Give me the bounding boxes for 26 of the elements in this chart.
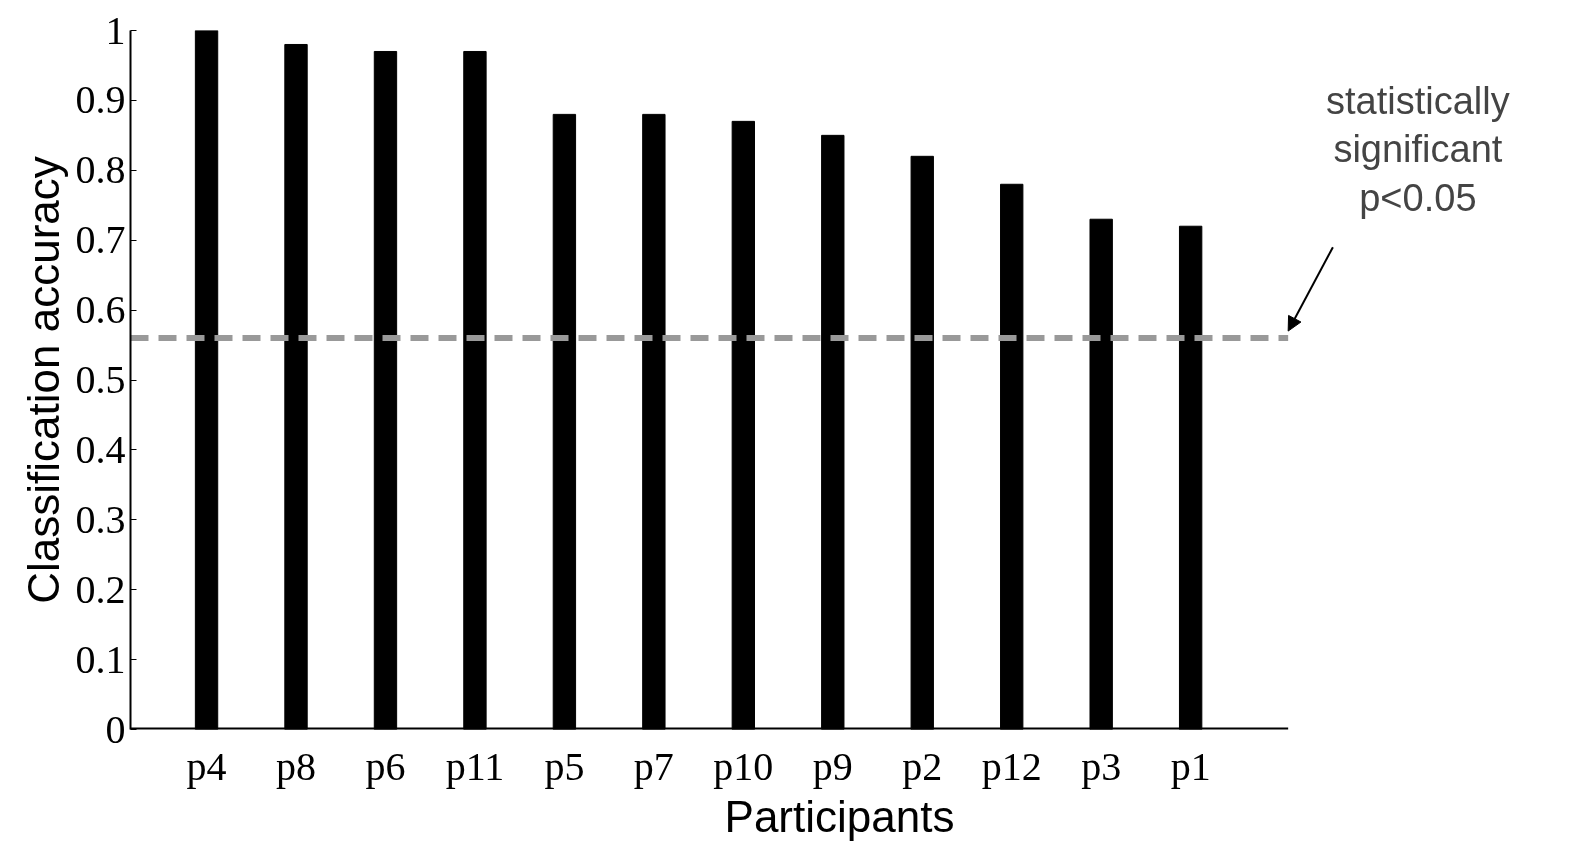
x-tick-label: p4 — [186, 743, 227, 789]
ref-line-label: statistically significant p<0.05 — [1326, 80, 1510, 219]
y-tick-label: 0.7 — [75, 217, 126, 263]
x-tick-label: p12 — [981, 743, 1042, 789]
y-tick-label: 0.9 — [75, 77, 126, 123]
x-tick-label: p11 — [445, 743, 505, 789]
y-tick-label: 0.2 — [75, 566, 126, 612]
x-tick-label: p5 — [544, 743, 585, 789]
y-tick-label: 0.3 — [75, 496, 126, 542]
x-axis-title: Participants — [724, 791, 955, 841]
y-axis-title: Classification accuracy — [18, 156, 68, 604]
y-tick-label: 0 — [105, 706, 126, 752]
x-tick-label: p2 — [902, 743, 943, 789]
x-tick-label: p8 — [276, 743, 317, 789]
x-tick-label: p6 — [365, 743, 406, 789]
y-tick-label: 0.6 — [75, 287, 126, 333]
y-tick-label: 0.1 — [75, 636, 126, 682]
x-tick-label: p10 — [713, 743, 774, 789]
y-tick-label: 0.8 — [75, 147, 126, 193]
x-tick-label: p7 — [633, 743, 674, 789]
y-tick-label: 0.5 — [75, 357, 126, 402]
x-tick-label: p3 — [1081, 743, 1122, 789]
y-tick-label: 1 — [105, 7, 126, 53]
y-tick-label: 0.4 — [75, 426, 126, 472]
x-tick-label: p1 — [1170, 743, 1211, 789]
x-tick-label: p9 — [812, 743, 853, 789]
